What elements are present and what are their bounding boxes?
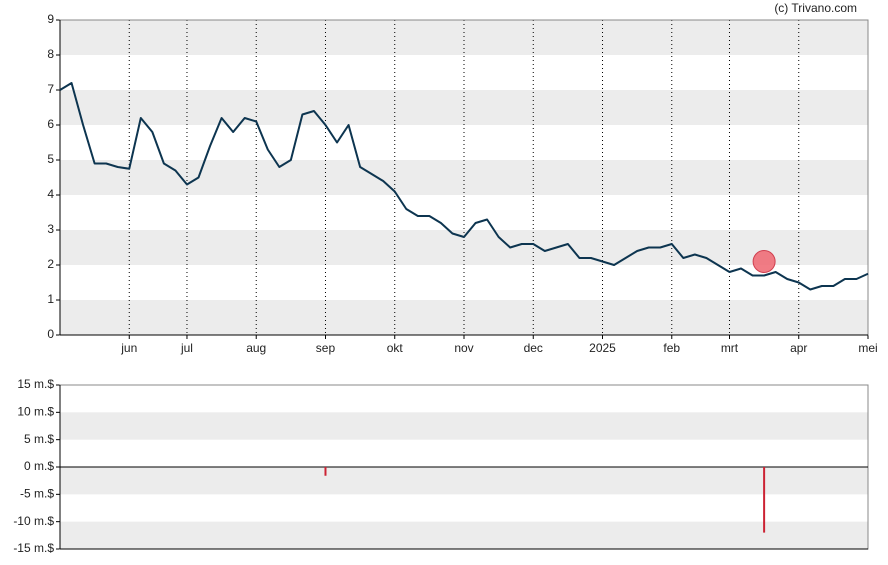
grid-band xyxy=(60,20,868,55)
x-tick-label: feb xyxy=(663,341,680,355)
x-tick-label: jul xyxy=(180,341,193,355)
bar xyxy=(763,467,766,533)
marker xyxy=(752,250,776,273)
y-tick-label: 1 xyxy=(47,292,54,306)
x-tick-label: 2025 xyxy=(589,341,616,355)
watermark: (c) Trivano.com xyxy=(774,1,857,15)
y-tick-label: 3 xyxy=(47,222,54,236)
grid-band xyxy=(60,300,868,335)
y-tick-label: 15 m.$ xyxy=(17,377,54,391)
x-tick-label: okt xyxy=(387,341,404,355)
x-tick-label: dec xyxy=(524,341,543,355)
y-tick-label: -5 m.$ xyxy=(20,487,54,501)
y-tick-label: 7 xyxy=(47,82,54,96)
x-tick-label: aug xyxy=(246,341,266,355)
y-tick-label: 0 xyxy=(47,327,54,341)
x-tick-label: mei xyxy=(858,341,877,355)
x-tick-label: mrt xyxy=(721,341,739,355)
grid-band xyxy=(60,467,868,495)
grid-band xyxy=(60,160,868,195)
y-tick-label: 10 m.$ xyxy=(17,405,54,419)
y-tick-label: 2 xyxy=(47,257,54,271)
price-line xyxy=(59,82,869,291)
y-tick-label: 6 xyxy=(47,117,54,131)
x-tick-label: apr xyxy=(790,341,807,355)
grid-band xyxy=(60,412,868,440)
y-tick-label: 5 xyxy=(47,152,54,166)
y-tick-label: 0 m.$ xyxy=(24,459,54,473)
y-tick-label: -15 m.$ xyxy=(13,541,54,555)
grid-band xyxy=(60,90,868,125)
y-tick-label: 9 xyxy=(47,12,54,26)
x-tick-label: nov xyxy=(454,341,473,355)
y-tick-label: 8 xyxy=(47,47,54,61)
x-tick-label: jun xyxy=(120,341,137,355)
bar xyxy=(324,467,327,476)
y-tick-label: 5 m.$ xyxy=(24,432,54,446)
y-tick-label: -10 m.$ xyxy=(13,514,54,528)
grid-band xyxy=(60,521,868,549)
grid-band xyxy=(60,230,868,265)
x-tick-label: sep xyxy=(316,341,336,355)
y-tick-label: 4 xyxy=(47,187,54,201)
